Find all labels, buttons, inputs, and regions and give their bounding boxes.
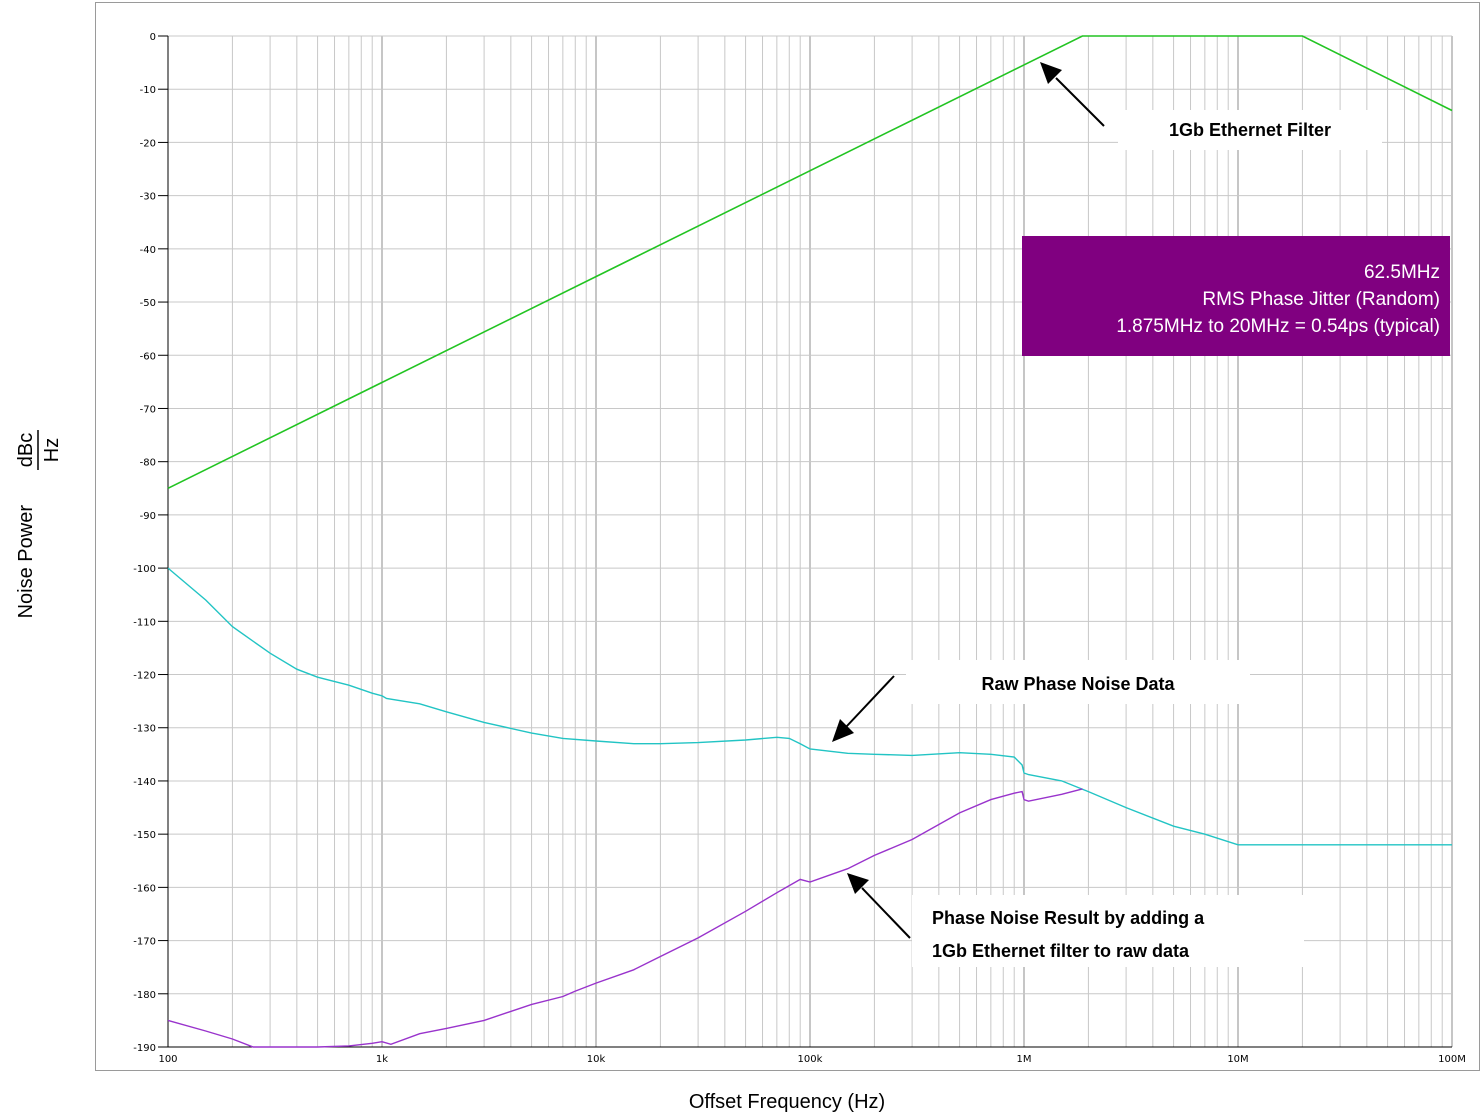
x-tick-label: 100M — [1438, 1054, 1466, 1065]
y-tick-label: -40 — [140, 245, 156, 256]
chart-frame — [95, 2, 1480, 1071]
raw-arrowhead — [832, 719, 854, 742]
y-tick-label: -180 — [133, 990, 156, 1001]
series-raw-phase-noise — [167, 567, 1452, 846]
y-tick-label: -10 — [140, 85, 156, 96]
y-tick-label: -160 — [133, 883, 156, 894]
y-unit-numerator: dBc — [15, 433, 37, 467]
result-arrowhead — [847, 873, 869, 894]
y-tick-label: -130 — [133, 724, 156, 735]
filter-arrowhead — [1040, 62, 1062, 84]
raw-label-bg — [906, 660, 1250, 704]
y-tick-label: -50 — [140, 298, 156, 309]
tick-labels: 0 -10 -20 -30 -40 -50 -60 -70 -80 -90 -100 -110 -120… — [133, 32, 1466, 1065]
series-layer — [167, 35, 1453, 1048]
y-axis-title: Noise Power dBc Hz — [15, 430, 63, 618]
jitter-info-box — [1022, 236, 1450, 356]
y-tick-label: -90 — [140, 511, 156, 522]
y-tick-label: -150 — [133, 830, 156, 841]
result-annotation-line-1: Phase Noise Result by adding a — [932, 908, 1205, 928]
result-label-bg — [912, 895, 1304, 967]
raw-arrow — [832, 675, 895, 742]
y-tick-label: -120 — [133, 671, 156, 682]
y-tick-label: -190 — [133, 1043, 156, 1054]
x-tick-label: 10k — [587, 1054, 606, 1065]
y-axis-label: Noise Power — [15, 505, 37, 619]
x-tick-label: 1M — [1017, 1054, 1032, 1065]
series-ethernet-filter — [167, 35, 1453, 490]
series-filtered-result — [167, 788, 1083, 1048]
x-tick-label: 100k — [798, 1054, 823, 1065]
result-arrow — [847, 873, 911, 939]
x-tick-label: 100 — [158, 1054, 177, 1065]
filter-label-bg — [1118, 110, 1382, 150]
x-axis-title: Offset Frequency (Hz) — [689, 1091, 885, 1113]
result-annotation-line-2: 1Gb Ethernet filter to raw data — [932, 941, 1190, 961]
filter-arrow — [1040, 62, 1105, 127]
x-tick-label: 1k — [376, 1054, 388, 1065]
filter-annotation: 1Gb Ethernet Filter — [1169, 120, 1331, 140]
y-tick-label: -80 — [140, 458, 156, 469]
jitter-frequency: 62.5MHz — [1364, 262, 1440, 283]
y-tick-label: -30 — [140, 192, 156, 203]
x-tick-label: 10M — [1227, 1054, 1248, 1065]
y-tick-label: -70 — [140, 404, 156, 415]
y-tick-label: -110 — [133, 617, 156, 628]
jitter-range-value: 1.875MHz to 20MHz = 0.54ps (typical) — [1116, 316, 1440, 337]
raw-annotation: Raw Phase Noise Data — [981, 674, 1175, 694]
y-tick-label: -100 — [133, 564, 156, 575]
y-tick-label: -20 — [140, 138, 156, 149]
y-tick-label: -60 — [140, 351, 156, 362]
jitter-description: RMS Phase Jitter (Random) — [1202, 289, 1440, 310]
y-unit-denominator: Hz — [41, 438, 63, 462]
y-tick-label: -140 — [133, 777, 156, 788]
y-tick-label: -170 — [133, 937, 156, 948]
y-tick-label: 0 — [150, 32, 156, 43]
